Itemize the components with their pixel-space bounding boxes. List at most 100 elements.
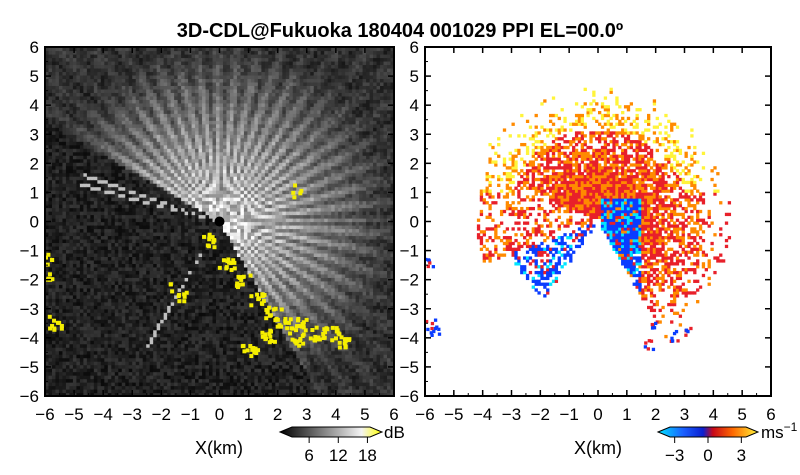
reflectivity-cell (146, 329, 151, 334)
reflectivity-cell (142, 259, 147, 264)
reflectivity-cell (62, 92, 67, 97)
reflectivity-cell (153, 176, 158, 181)
reflectivity-cell (132, 326, 137, 331)
reflectivity-cell (135, 263, 140, 268)
reflectivity-cell (174, 361, 179, 366)
reflectivity-cell (198, 64, 203, 69)
reflectivity-cell (153, 71, 158, 76)
reflectivity-cell (202, 151, 207, 156)
reflectivity-cell (72, 57, 78, 62)
reflectivity-cell (216, 259, 221, 264)
reflectivity-cell (58, 186, 64, 191)
reflectivity-cell (45, 340, 50, 345)
reflectivity-cell (121, 266, 126, 271)
reflectivity-cell (93, 231, 98, 237)
reflectivity-cell (72, 81, 78, 86)
reflectivity-cell (107, 259, 112, 264)
reflectivity-cell (160, 340, 165, 345)
reflectivity-cell (45, 385, 50, 390)
reflectivity-cell (51, 218, 57, 223)
reflectivity-cell (177, 88, 182, 93)
reflectivity-cell (170, 151, 175, 156)
reflectivity-cell (76, 186, 81, 191)
reflectivity-cell (149, 151, 154, 156)
reflectivity-cell (121, 298, 126, 303)
reflectivity-cell (146, 378, 151, 383)
reflectivity-cell (111, 123, 116, 128)
reflectivity-cell (181, 57, 186, 62)
reflectivity-cell (153, 193, 158, 198)
reflectivity-cell (125, 193, 130, 198)
reflectivity-cell (97, 312, 102, 317)
reflectivity-cell (128, 249, 133, 254)
reflectivity-cell (170, 85, 175, 90)
reflectivity-cell (111, 204, 116, 209)
reflectivity-cell (90, 92, 95, 97)
reflectivity-cell (72, 200, 78, 205)
reflectivity-cell (205, 375, 210, 380)
reflectivity-cell (100, 308, 105, 313)
reflectivity-cell (79, 336, 84, 341)
reflectivity-cell (149, 81, 154, 86)
reflectivity-cell (191, 179, 196, 184)
reflectivity-cell (69, 88, 74, 93)
reflectivity-cell (93, 382, 98, 387)
reflectivity-cell (188, 214, 193, 219)
reflectivity-cell (198, 235, 203, 240)
reflectivity-cell (86, 312, 91, 317)
reflectivity-cell (142, 141, 147, 146)
reflectivity-cell (177, 333, 182, 338)
reflectivity-cell (139, 137, 144, 142)
reflectivity-cell (198, 144, 203, 149)
reflectivity-cell (90, 252, 95, 257)
reflectivity-cell (170, 127, 175, 132)
reflectivity-cell (160, 392, 165, 396)
reflectivity-cell (163, 228, 168, 233)
reflectivity-cell (153, 329, 158, 334)
reflectivity-cell (181, 120, 186, 125)
reflectivity-cell (86, 186, 91, 191)
reflectivity-cell (184, 371, 189, 376)
reflectivity-cell (86, 329, 91, 334)
reflectivity-cell (209, 343, 214, 348)
reflectivity-cell (76, 109, 81, 114)
reflectivity-cell (132, 319, 137, 324)
reflectivity-cell (118, 141, 123, 146)
reflectivity-cell (72, 235, 78, 240)
reflectivity-cell (205, 273, 210, 278)
reflectivity-cell (174, 179, 179, 184)
reflectivity-cell (111, 179, 116, 184)
reflectivity-cell (111, 85, 116, 90)
reflectivity-cell (121, 357, 126, 362)
reflectivity-cell (55, 207, 60, 212)
reflectivity-cell (125, 141, 130, 146)
reflectivity-cell (83, 141, 88, 146)
reflectivity-cell (216, 294, 221, 299)
reflectivity-cell (48, 95, 53, 100)
reflectivity-cell (104, 291, 109, 296)
reflectivity-cell (69, 158, 74, 163)
reflectivity-cell (90, 287, 95, 292)
reflectivity-cell (79, 266, 84, 271)
reflectivity-cell (132, 193, 137, 198)
reflectivity-cell (216, 277, 221, 282)
reflectivity-cell (83, 74, 88, 80)
reflectivity-cell (121, 169, 126, 174)
reflectivity-cell (205, 378, 210, 383)
reflectivity-cell (55, 155, 60, 160)
reflectivity-cell (202, 336, 207, 341)
reflectivity-cell (205, 53, 210, 59)
reflectivity-cell (181, 88, 186, 93)
reflectivity-cell (55, 266, 60, 271)
reflectivity-cell (118, 361, 123, 366)
reflectivity-cell (170, 284, 175, 289)
reflectivity-cell (181, 231, 186, 237)
reflectivity-cell (153, 137, 158, 142)
reflectivity-cell (135, 158, 140, 163)
reflectivity-cell (170, 57, 175, 62)
reflectivity-cell (97, 228, 102, 233)
reflectivity-cell (93, 95, 98, 100)
reflectivity-cell (216, 85, 221, 90)
reflectivity-cell (72, 172, 78, 177)
reflectivity-cell (202, 183, 207, 188)
